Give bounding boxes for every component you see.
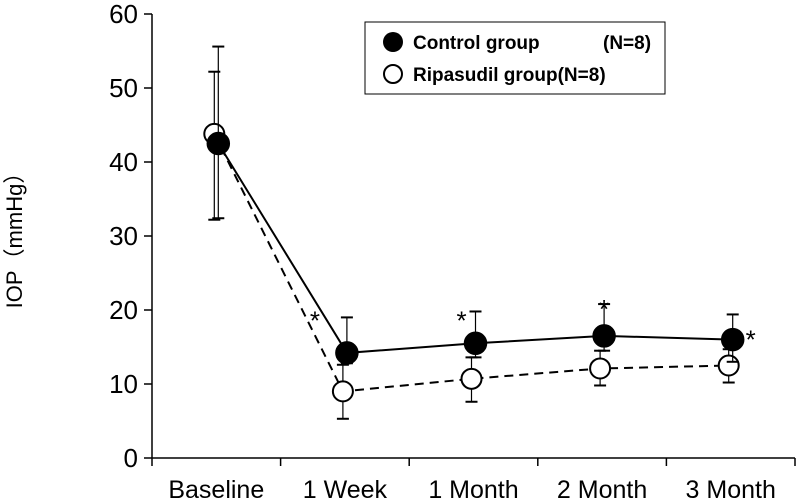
y-tick-label: 0 [124,443,138,473]
series-layer [203,45,745,420]
data-point-control [335,341,359,365]
y-tick-label: 10 [109,369,138,399]
series-line [213,133,729,393]
x-tick-label: 3 Month [686,476,776,502]
legend-label-control-n: (N=8) [603,33,651,54]
x-tick-label: 1 Week [303,476,388,502]
annotations-layer: * * * * [310,294,756,354]
y-tick-label: 30 [109,221,138,251]
x-tick-label: 2 Month [557,476,647,502]
data-point-ripasudil [589,357,612,380]
legend-marker-ripasudil [383,64,403,84]
x-tick-label: Baseline [168,476,264,502]
data-point-ripasudil [331,380,354,403]
axes: 0 10 20 30 40 50 60 Baseline 1 Week 1 Month 2 Mont… [109,0,796,502]
data-point-control [463,331,488,356]
data-point-control [592,324,616,348]
legend-box [364,21,666,95]
legend: Control group (N=8) Ripasudil group(N=8) [364,21,666,95]
data-point-ripasudil [460,367,483,390]
data-point-control [206,131,231,156]
y-tick-label: 20 [109,295,138,325]
data-point-control [720,327,745,352]
legend-marker-control [383,32,403,52]
y-tick-label: 40 [109,147,138,177]
y-axis-title: IOP（mmHg） [2,162,27,309]
significance-asterisk: * [456,305,466,335]
data-point-ripasudil [717,354,740,377]
y-tick-label: 60 [109,0,138,29]
legend-label-ripasudil: Ripasudil group(N=8) [413,65,606,86]
legend-label-control: Control group [413,33,540,54]
x-tick-label: 1 Month [428,476,518,502]
significance-asterisk: * [746,324,756,354]
significance-asterisk: * [599,294,609,324]
y-tick-label: 50 [109,73,138,103]
significance-asterisk: * [310,305,320,335]
